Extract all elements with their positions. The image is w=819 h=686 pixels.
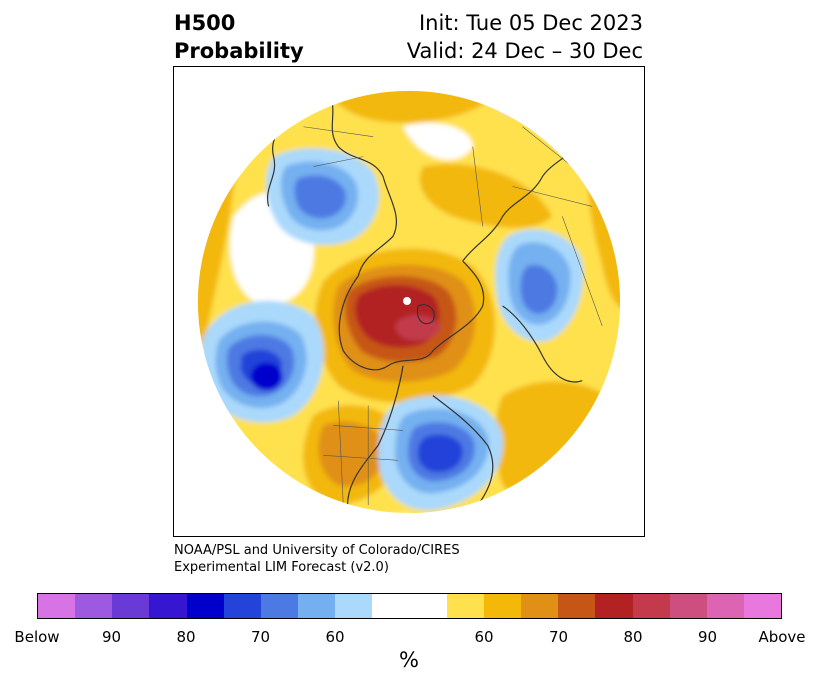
credit-line-1: NOAA/PSL and University of Colorado/CIRE… — [174, 543, 460, 558]
colorbar-segment — [483, 594, 522, 618]
credit-line-2: Experimental LIM Forecast (v2.0) — [174, 560, 389, 575]
colorbar-segment — [149, 594, 187, 618]
colorbar-segment — [335, 594, 373, 618]
valid-range: Valid: 24 Dec – 30 Dec — [406, 39, 643, 63]
colorbar-segment — [223, 594, 261, 618]
colorbar-segment — [558, 594, 596, 618]
colorbar-segment — [186, 594, 224, 618]
north-pole-marker — [403, 297, 411, 305]
init-date: Init: Tue 05 Dec 2023 — [418, 11, 643, 35]
colorbar-segment — [260, 594, 299, 618]
colorbar-segment — [372, 594, 410, 618]
colorbar-segment — [409, 594, 447, 618]
colorbar-tick-label: 90 — [697, 628, 718, 646]
colorbar-segment — [521, 594, 559, 618]
probability-colorbar — [37, 593, 782, 619]
colorbar-segment — [75, 594, 113, 618]
colorbar-segment — [632, 594, 670, 618]
colorbar-segment — [743, 594, 782, 618]
data-credit: NOAA/PSL and University of Colorado/CIRE… — [174, 542, 460, 576]
colorbar-segment — [446, 594, 484, 618]
forecast-map — [173, 66, 645, 537]
colorbar-tick-label: Below — [14, 628, 60, 646]
variable-type: Probability — [174, 39, 304, 63]
colorbar-tick-label: 70 — [548, 628, 569, 646]
colorbar-segment — [706, 594, 744, 618]
colorbar-tick-label: 60 — [474, 628, 494, 646]
colorbar-tick-label: 70 — [250, 628, 271, 646]
colorbar-segment — [298, 594, 336, 618]
colorbar-segment — [112, 594, 150, 618]
colorbar-tick-label: 80 — [623, 628, 643, 646]
borders — [303, 126, 603, 506]
colorbar-unit: % — [399, 648, 419, 672]
variable-name: H500 — [174, 11, 236, 35]
colorbar-segment — [595, 594, 633, 618]
forecast-dates: Init: Tue 05 Dec 2023 Valid: 24 Dec – 30… — [407, 9, 643, 65]
probability-fields — [197, 90, 621, 514]
colorbar-tick-label: 60 — [325, 628, 345, 646]
colorbar-tick-label: 80 — [176, 628, 196, 646]
colorbar-segment — [38, 594, 76, 618]
colorbar-tick-label: Above — [758, 628, 806, 646]
colorbar-tick-label: 90 — [101, 628, 122, 646]
variable-title: H500 Probability — [174, 9, 304, 65]
colorbar-segment — [669, 594, 707, 618]
